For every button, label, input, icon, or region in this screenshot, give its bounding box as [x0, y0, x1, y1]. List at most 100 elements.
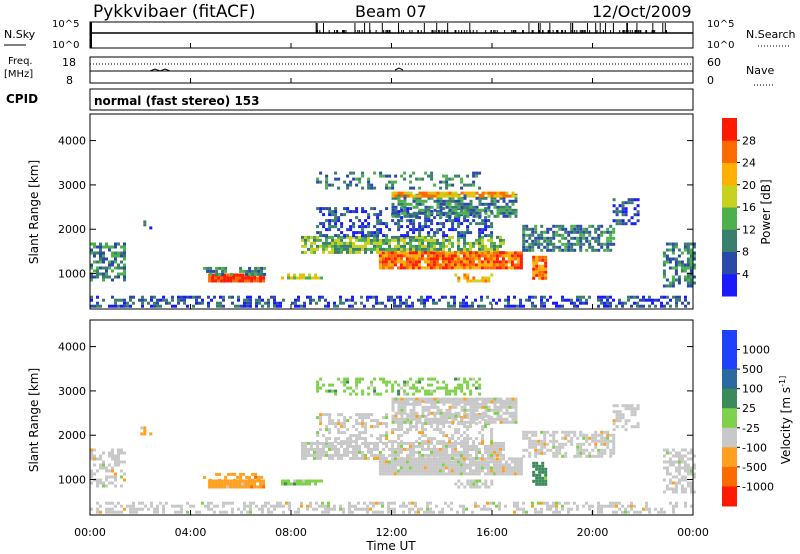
- power-cell: [316, 244, 319, 248]
- power-cell: [337, 234, 341, 238]
- power-cell: [339, 301, 342, 305]
- power-cell: [444, 295, 447, 299]
- power-cell: [456, 257, 460, 261]
- power-cell: [507, 257, 511, 261]
- velocity-cell: [355, 447, 358, 451]
- velocity-cell: [627, 504, 630, 508]
- power-cell: [457, 244, 460, 248]
- velocity-cell: [454, 414, 458, 418]
- power-colorbar-swatch: [722, 184, 737, 208]
- power-cell: [423, 257, 427, 261]
- velocity-cell: [459, 460, 463, 464]
- velocity-cell: [433, 437, 437, 441]
- power-cell: [481, 244, 484, 248]
- velocity-cell: [436, 397, 440, 401]
- velocity-cell: [450, 501, 453, 505]
- velocity-cell: [689, 490, 693, 494]
- power-cell: [487, 202, 491, 206]
- power-cell: [149, 226, 153, 230]
- velocity-cell: [615, 404, 619, 408]
- power-cell: [120, 254, 123, 258]
- velocity-cell: [346, 428, 350, 432]
- velocity-cell: [361, 425, 365, 429]
- power-cell: [219, 295, 222, 299]
- power-cell: [180, 298, 183, 302]
- velocity-cell: [314, 482, 317, 486]
- velocity-cell: [522, 510, 525, 514]
- power-cell: [501, 257, 505, 261]
- velocity-cell: [340, 422, 344, 426]
- velocity-cell: [343, 422, 347, 426]
- power-cell: [420, 266, 424, 270]
- power-cell: [379, 238, 382, 242]
- power-cell: [232, 273, 236, 277]
- power-cell: [429, 295, 432, 299]
- power-cell: [597, 227, 601, 231]
- velocity-cell: [340, 380, 344, 384]
- power-cell: [391, 196, 395, 200]
- velocity-cell: [412, 402, 416, 406]
- power-cell: [594, 239, 598, 243]
- velocity-cell: [466, 444, 469, 448]
- velocity-cell: [319, 428, 323, 432]
- velocity-cell: [507, 469, 511, 473]
- velocity-cell: [540, 439, 544, 443]
- power-cell: [257, 272, 261, 276]
- velocity-cell: [433, 444, 436, 448]
- power-cell: [150, 295, 153, 299]
- power-cell: [376, 234, 380, 238]
- velocity-cell: [399, 460, 403, 464]
- power-cell: [546, 230, 550, 234]
- power-cell: [114, 266, 117, 270]
- velocity-cell: [465, 463, 469, 467]
- velocity-cell: [369, 507, 372, 511]
- velocity-cell: [487, 444, 490, 448]
- velocity-cell: [426, 457, 430, 461]
- velocity-cell: [387, 510, 390, 514]
- power-cell: [689, 260, 693, 264]
- power-cell: [418, 235, 421, 239]
- power-cell: [675, 298, 678, 302]
- power-cell: [411, 301, 414, 305]
- power-cell: [391, 238, 394, 242]
- velocity-cell: [499, 414, 503, 418]
- velocity-cell: [436, 425, 440, 429]
- power-cell: [439, 241, 442, 245]
- velocity-cell: [328, 383, 332, 387]
- velocity-cell: [390, 460, 394, 464]
- velocity-cell: [418, 441, 421, 445]
- power-cell: [408, 304, 411, 308]
- power-cell: [460, 199, 464, 203]
- velocity-cell: [471, 463, 475, 467]
- velocity-cell: [435, 466, 439, 470]
- power-cell: [334, 222, 338, 226]
- power-cell: [232, 279, 236, 283]
- power-cell: [627, 198, 631, 202]
- power-cell: [408, 295, 411, 299]
- velocity-cell: [393, 507, 396, 511]
- power-cell: [463, 244, 466, 248]
- power-cell: [630, 201, 634, 205]
- velocity-cell: [366, 507, 369, 511]
- power-cell: [538, 270, 542, 274]
- velocity-cell: [327, 504, 330, 508]
- velocity-cell: [543, 433, 547, 437]
- power-cell: [426, 260, 430, 264]
- velocity-colorbar-swatch: [722, 330, 737, 351]
- velocity-cell: [270, 504, 273, 508]
- power-cell: [367, 177, 371, 181]
- velocity-cell: [426, 472, 430, 476]
- power-cell: [379, 244, 382, 248]
- power-cell: [340, 244, 343, 248]
- velocity-cell: [90, 475, 93, 479]
- velocity-cell: [343, 450, 346, 454]
- power-cell: [606, 230, 610, 234]
- velocity-cell: [680, 475, 684, 479]
- power-cell: [490, 225, 494, 229]
- velocity-cell: [354, 507, 357, 511]
- velocity-cell: [475, 417, 479, 421]
- power-cell: [229, 279, 233, 283]
- power-cell: [337, 247, 340, 251]
- velocity-cell: [299, 482, 302, 486]
- power-cell: [405, 251, 409, 255]
